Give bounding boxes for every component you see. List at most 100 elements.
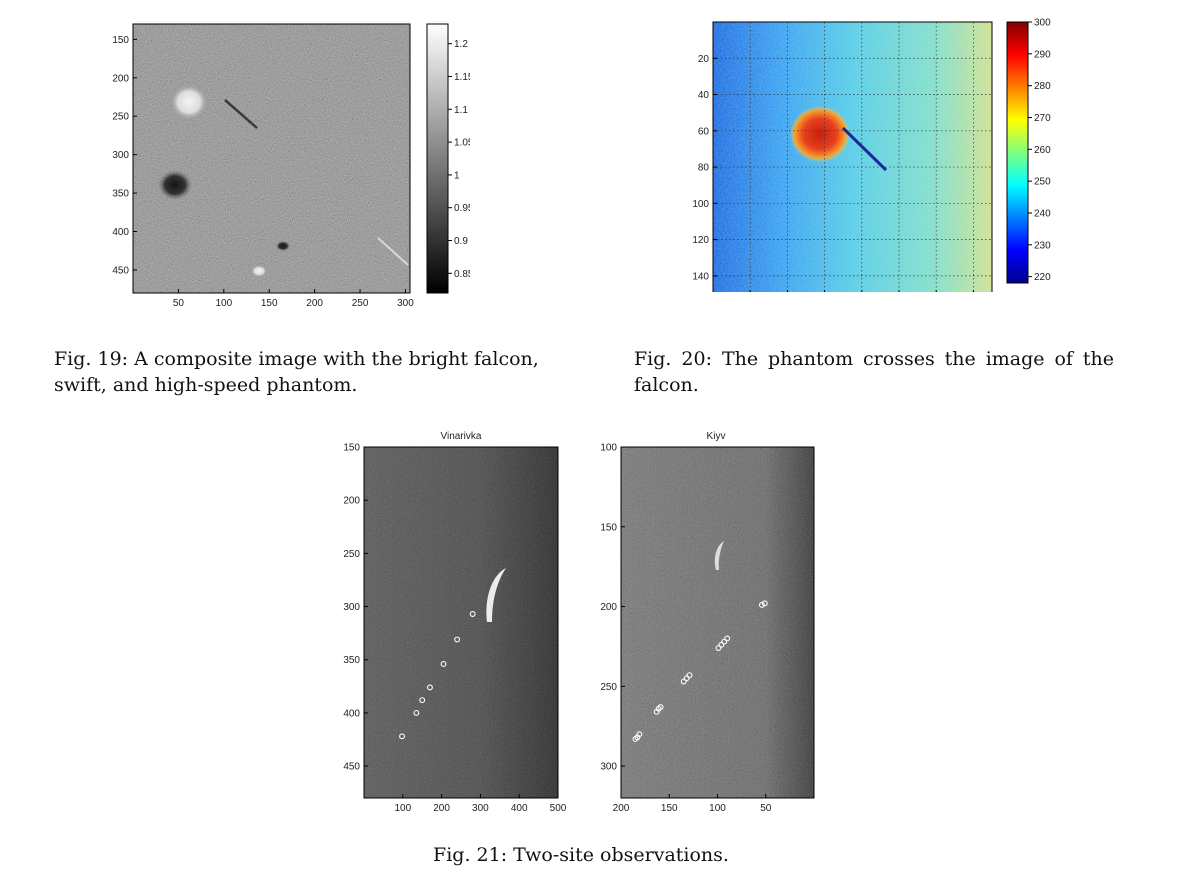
kiyv-y-tick-label: 100 [600, 443, 617, 454]
kiyv-y-tick-label: 250 [600, 682, 617, 693]
figure-19-y-tick-label: 250 [112, 112, 129, 123]
figure-20-colorbar-tick-label: 230 [1034, 240, 1051, 251]
figure-19-y-ticks: 150 200 250 300 350 400 450 [112, 35, 137, 276]
phantom-streak-2 [377, 237, 409, 266]
vinarivka-title: Vinarivka [441, 431, 482, 442]
figure-19-plot: 50 100 150 200 250 300 150200250300350400450 … [112, 23, 470, 306]
kiyv-point [636, 731, 643, 738]
kiyv-point [724, 635, 731, 642]
vinarivka-y-tick-label: 150 [343, 443, 360, 454]
figure-19-colorbar-tick-label: 0.95 [454, 203, 470, 214]
figure-21-caption-text: Two-site observations. [513, 844, 729, 866]
figure-19-x-tick-label: 200 [306, 298, 323, 306]
falcon-bright-spot [170, 84, 208, 120]
figure-20-colorbar-tick-label: 270 [1034, 113, 1051, 124]
figure-20-y-tick-label: 80 [698, 163, 710, 174]
vinarivka-bright-arc [486, 568, 506, 622]
figure-20-colorbar-tick-label: 300 [1034, 18, 1051, 29]
figure-19-caption-prefix: Fig. 19: [54, 348, 129, 370]
swift-dark-spot [158, 170, 192, 200]
kiyv-y-ticks: 100 150 200 250 300 [600, 443, 625, 773]
figure-19-colorbar-tick-label: 1.2 [454, 39, 468, 50]
figure-19-y-tick-label: 150 [112, 35, 129, 46]
figure-20-y-tick-label: 20 [698, 54, 710, 65]
kiyv-y-tick-label: 300 [600, 762, 617, 773]
figure-21-plot: Vinarivka 100 200 300 400 500 150 200 250 300 35… [343, 431, 815, 814]
figure-20-colorbar-tick-label: 280 [1034, 81, 1051, 92]
figure-19-x-tick-label: 250 [352, 298, 369, 306]
figure-19-y-tick-label: 200 [112, 73, 129, 84]
vinarivka-point [427, 684, 433, 691]
vinarivka-point [399, 733, 405, 740]
figure-20-colorbar [1006, 21, 1029, 284]
figure-19-x-tick-label: 100 [215, 298, 232, 306]
figure-19-x-tick-label: 150 [261, 298, 278, 306]
vinarivka-y-tick-label: 400 [343, 708, 360, 719]
figure-19-caption-text: A composite image with the bright falcon… [54, 348, 539, 396]
figure-19-colorbar-ticks: 1.2 1.15 1.1 1.05 1 0.95 0.9 0.85 [448, 39, 470, 280]
figure-19-colorbar [426, 23, 449, 294]
figure-20-colorbar-tick-label: 240 [1034, 208, 1051, 219]
vinarivka-x-tick-label: 400 [511, 803, 528, 814]
kiyv-point [718, 641, 725, 648]
figure-20-caption-text: The phantom crosses the image of the fal… [634, 348, 1114, 396]
figure-19-x-tick-label: 50 [173, 298, 185, 306]
figure-20-colorbar-tick-label: 250 [1034, 177, 1051, 188]
vinarivka-x-tick-label: 100 [394, 803, 411, 814]
vinarivka-x-tick-label: 300 [472, 803, 489, 814]
vinarivka-y-tick-label: 200 [343, 496, 360, 507]
vinarivka-x-tick-label: 500 [550, 803, 567, 814]
figure-19-y-tick-label: 450 [112, 265, 129, 276]
figure-20-caption-prefix: Fig. 20: [634, 348, 712, 370]
kiyv-point [657, 704, 664, 711]
figure-19-y-tick-label: 400 [112, 227, 129, 238]
figure-19-colorbar-tick-label: 1 [454, 170, 460, 181]
kiyv-point [761, 600, 768, 607]
vinarivka-x-ticks: 100 200 300 400 500 [394, 794, 567, 814]
figure-20-y-tick-label: 60 [698, 126, 710, 137]
figure-20-grid [713, 22, 992, 292]
figure-21-caption-prefix: Fig. 21: [433, 844, 508, 866]
figure-21-caption: Fig. 21: Two-site observations. [0, 842, 1162, 868]
figure-20-colorbar-ticks: 300 290 280 270 260 250 240 230 220 [1028, 18, 1051, 283]
figure-20-colorbar-tick-label: 220 [1034, 272, 1051, 283]
figure-19-x-ticks: 50 100 150 200 250 300 [173, 289, 414, 306]
vinarivka-point [413, 709, 420, 716]
figure-20-y-ticks: 20 40 60 80 100 120 140 [692, 54, 717, 282]
figure-20-colorbar-tick-label: 290 [1034, 49, 1051, 60]
figure-19-y-tick-label: 300 [112, 150, 129, 161]
kiyv-y-tick-label: 150 [600, 522, 617, 533]
figure-19-colorbar-tick-label: 0.85 [454, 269, 470, 280]
figure-20-y-tick-label: 140 [692, 271, 709, 282]
vinarivka-point [419, 697, 426, 704]
kiyv-point [683, 675, 690, 682]
figure-19-colorbar-tick-label: 1.1 [454, 105, 468, 116]
kiyv-title: Kiyv [707, 431, 726, 442]
figure-19-y-tick-label: 350 [112, 189, 129, 200]
kiyv-point [715, 645, 722, 651]
kiyv-y-tick-label: 200 [600, 602, 617, 613]
figure-20-y-tick-label: 40 [698, 90, 710, 101]
vinarivka-point [454, 636, 461, 643]
kiyv-point [721, 638, 728, 645]
figure-19-colorbar-tick-label: 1.05 [454, 138, 470, 149]
vinarivka-y-tick-label: 450 [343, 762, 360, 773]
kiyv-point [758, 602, 765, 608]
falcon-warm-spot [790, 106, 850, 162]
figure-20-colorbar-tick-label: 260 [1034, 145, 1051, 156]
phantom-streak-1 [224, 99, 258, 129]
kiyv-point [680, 678, 687, 685]
vinarivka-trajectory-points [399, 611, 476, 740]
figure-19-caption: Fig. 19: A composite image with the brig… [54, 346, 544, 398]
vinarivka-point [440, 661, 447, 667]
vinarivka-x-tick-label: 200 [433, 803, 450, 814]
kiyv-trajectory-points [632, 600, 768, 742]
kiyv-x-tick-label: 200 [613, 803, 630, 814]
kiyv-bright-arc [714, 541, 724, 570]
small-bright-spot [251, 265, 267, 277]
kiyv-x-tick-label: 150 [661, 803, 678, 814]
kiyv-x-tick-label: 100 [709, 803, 726, 814]
vinarivka-y-tick-label: 250 [343, 549, 360, 560]
vinarivka-point [469, 611, 476, 617]
